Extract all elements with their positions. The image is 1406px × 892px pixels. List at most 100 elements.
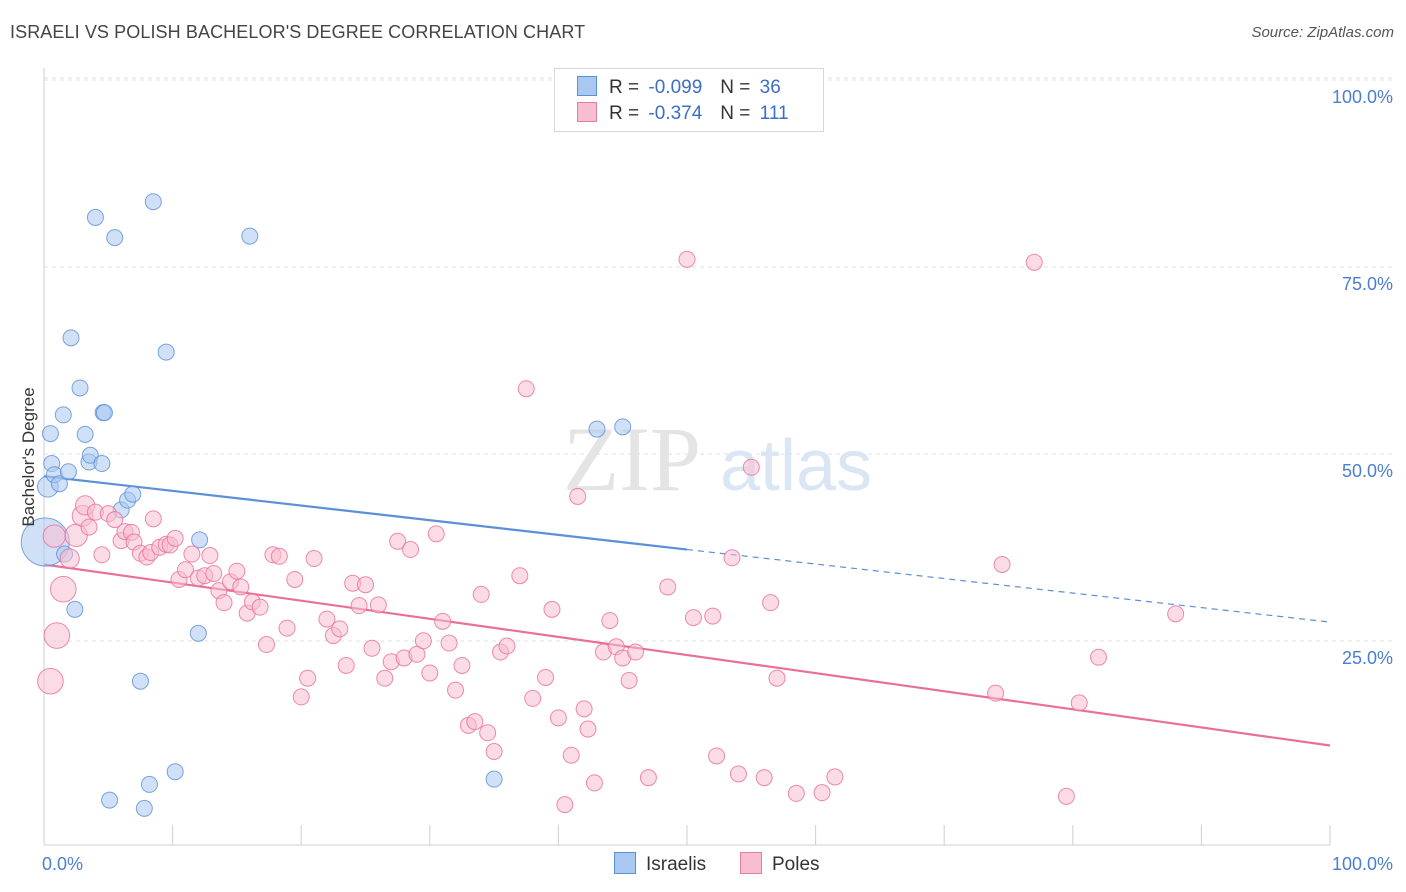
- poles-point: [286, 570, 304, 588]
- poles-point: [826, 768, 844, 786]
- chart-source: Source: ZipAtlas.com: [1251, 24, 1394, 41]
- poles-point: [434, 612, 452, 630]
- poles-point: [106, 511, 124, 529]
- poles-point: [498, 637, 516, 655]
- poles-point: [166, 529, 184, 547]
- poles-point: [466, 713, 484, 731]
- legend-r-label: R =: [609, 103, 640, 124]
- poles-point: [562, 746, 580, 764]
- israelis-point: [59, 463, 77, 481]
- poles-point: [549, 709, 567, 727]
- poles-point: [684, 609, 702, 627]
- israelis-point: [66, 600, 84, 618]
- poles-point: [305, 550, 323, 568]
- poles-point: [729, 765, 747, 783]
- legend-swatch-poles: [577, 102, 597, 122]
- israelis-point: [135, 799, 153, 817]
- israelis-point: [101, 791, 119, 809]
- poles-point: [639, 769, 657, 787]
- chart-title: ISRAELI VS POLISH BACHELOR'S DEGREE CORR…: [10, 22, 586, 42]
- poles-point: [257, 636, 275, 654]
- poles-point: [251, 598, 269, 616]
- poles-point: [993, 556, 1011, 573]
- israelis-trend-extension: [686, 548, 1331, 623]
- bottom-legend-label-poles: Poles: [772, 854, 820, 875]
- israelis-point: [157, 343, 175, 361]
- israelis-point: [50, 475, 68, 493]
- poles-point: [575, 700, 593, 718]
- israelis-point: [166, 763, 184, 781]
- bottom-legend-label-israelis: Israelis: [646, 854, 707, 875]
- poles-point: [43, 622, 71, 649]
- israelis-point: [144, 193, 162, 211]
- poles-point: [337, 656, 355, 674]
- poles-point: [987, 684, 1005, 702]
- legend-n-label: N =: [720, 77, 751, 98]
- y-tick-label: 50.0%: [1342, 461, 1393, 481]
- poles-point: [357, 576, 374, 594]
- poles-point: [708, 747, 726, 765]
- poles-point: [768, 669, 786, 687]
- poles-point: [1167, 605, 1185, 623]
- legend-r-value: -0.374: [648, 103, 703, 124]
- poles-point: [389, 532, 407, 550]
- israelis-point: [54, 406, 72, 424]
- poles-point: [299, 669, 317, 687]
- israelis-point: [189, 624, 207, 642]
- trend-lines: [43, 475, 1331, 747]
- legend-r-value: -0.099: [648, 77, 703, 98]
- israelis-point: [95, 404, 113, 422]
- poles-point: [517, 380, 535, 398]
- israelis-point: [81, 446, 99, 464]
- poles-point: [42, 524, 66, 548]
- legend-n-value: 111: [759, 103, 789, 124]
- israelis-point: [76, 425, 94, 443]
- grid-lines: [44, 77, 1392, 642]
- bottom-legend-poles: Poles: [740, 852, 820, 876]
- poles-point: [421, 664, 439, 682]
- poles-point: [331, 620, 349, 638]
- poles-point: [485, 743, 503, 760]
- poles-point: [511, 567, 529, 585]
- israelis-point: [106, 229, 124, 247]
- watermark-zip: ZIP: [563, 408, 701, 510]
- watermark-atlas: atlas: [720, 426, 872, 506]
- poles-point: [318, 610, 336, 628]
- poles-point: [350, 597, 368, 615]
- poles-point: [601, 612, 619, 630]
- poles-point: [755, 769, 773, 787]
- poles-point: [1070, 694, 1088, 712]
- poles-point: [414, 632, 432, 650]
- poles-point: [762, 594, 780, 612]
- x-tick-label: 0.0%: [42, 854, 83, 874]
- poles-point: [93, 546, 111, 564]
- legend-r-label: R =: [609, 77, 640, 98]
- poles-point: [1025, 253, 1043, 271]
- poles-point: [1090, 648, 1108, 666]
- israelis-point: [588, 420, 606, 438]
- legend-row-israelis: R = -0.099 N = 36: [577, 76, 781, 104]
- israelis-point: [71, 379, 89, 397]
- legend-swatch-israelis: [577, 76, 597, 96]
- tick-labels: 25.0% 50.0% 75.0% 100.0% 0.0% 100.0%: [42, 87, 1393, 874]
- poles-point: [232, 578, 250, 596]
- legend-row-poles: R = -0.374 N = 111: [577, 102, 789, 130]
- israelis-point: [140, 775, 158, 793]
- poles-point: [742, 458, 760, 476]
- y-axis-label: Bachelor's Degree: [19, 387, 38, 526]
- poles-point: [543, 600, 561, 618]
- poles-point: [787, 784, 805, 802]
- poles-point: [292, 688, 310, 706]
- poles-point: [627, 643, 645, 661]
- data-points: [20, 193, 1185, 817]
- poles-point: [659, 578, 677, 596]
- poles-point: [80, 518, 98, 536]
- poles-point: [183, 545, 201, 563]
- poles-point: [176, 561, 194, 579]
- poles-point: [205, 564, 223, 582]
- poles-point: [228, 562, 246, 580]
- correlation-legend: R = -0.099 N = 36 R = -0.374 N = 111: [554, 68, 824, 132]
- israelis-point: [131, 672, 149, 690]
- poles-point: [376, 669, 394, 687]
